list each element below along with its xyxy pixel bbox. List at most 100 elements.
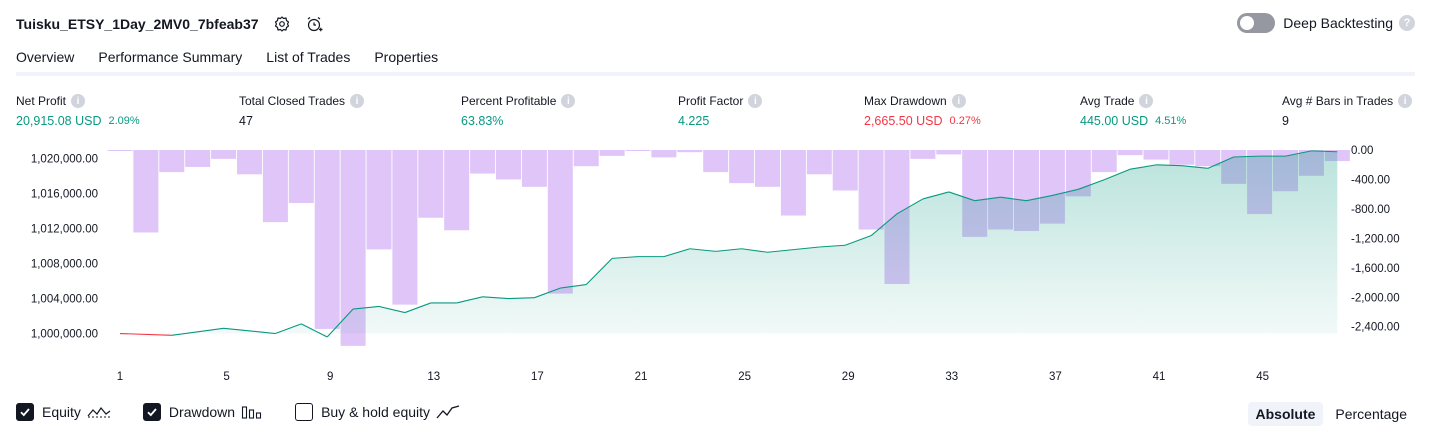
metric-avg-bars: Avg # Bars in Trades i 9 xyxy=(1282,92,1413,130)
metric-value: 9 xyxy=(1282,114,1289,128)
drawdown-bar xyxy=(1195,150,1221,167)
drawdown-bar xyxy=(1091,150,1117,173)
equity-line-segment xyxy=(378,305,406,314)
x-axis-tick: 13 xyxy=(427,371,440,383)
tabs-divider xyxy=(16,72,1415,76)
info-icon[interactable]: i xyxy=(71,94,86,108)
drawdown-bar xyxy=(780,150,806,216)
equity-line-segment xyxy=(585,257,613,285)
alarm-clock-plus-icon[interactable] xyxy=(305,15,323,33)
checkbox-checked-icon[interactable] xyxy=(142,403,161,421)
equity-line-segment xyxy=(1130,164,1157,170)
equity-line-segment xyxy=(353,305,380,310)
info-icon[interactable]: i xyxy=(1398,94,1413,108)
equity-line-icon xyxy=(87,404,111,420)
x-axis-tick: 29 xyxy=(842,371,855,383)
absolute-button[interactable]: Absolute xyxy=(1247,402,1324,426)
checkbox-checked-icon[interactable] xyxy=(16,403,34,421)
right-axis-tick: -1,600.00 xyxy=(1351,263,1400,275)
help-icon[interactable]: ? xyxy=(1399,15,1415,31)
info-icon[interactable]: i xyxy=(561,94,576,108)
equity-line-segment xyxy=(974,196,1001,202)
x-axis-tick: 5 xyxy=(223,371,229,383)
right-axis-tick: -800.00 xyxy=(1351,204,1390,216)
legend-equity[interactable]: Equity xyxy=(16,403,111,421)
metrics-row: Net Profit i 20,915.08 USD 2.09% Total Clo… xyxy=(0,92,1431,132)
metric-label: Profit Factor xyxy=(678,94,744,108)
metric-value: 47 xyxy=(239,114,253,128)
metric-label: Avg # Bars in Trades xyxy=(1282,94,1394,108)
drawdown-bar xyxy=(547,150,573,294)
equity-line-segment xyxy=(534,287,561,299)
drawdown-bar xyxy=(1143,150,1169,160)
left-axis-tick: 1,012,000.00 xyxy=(31,224,98,236)
info-icon[interactable]: i xyxy=(1139,94,1154,108)
x-axis-tick: 17 xyxy=(531,371,544,383)
tab-list-of-trades[interactable]: List of Trades xyxy=(266,49,351,65)
drawdown-bar xyxy=(288,150,314,204)
info-icon[interactable]: i xyxy=(350,94,365,108)
equity-drawdown-chart[interactable]: 1,020,000.00 1,016,000.00 1,012,000.00 1,00… xyxy=(0,140,1431,396)
tab-performance-summary[interactable]: Performance Summary xyxy=(98,49,243,65)
equity-line-segment xyxy=(663,248,690,258)
x-axis-tick: 25 xyxy=(738,371,751,383)
drawdown-bar xyxy=(1117,150,1143,156)
left-axis-tick: 1,016,000.00 xyxy=(31,189,98,201)
drawdown-bar xyxy=(1169,150,1195,165)
percentage-button[interactable]: Percentage xyxy=(1335,406,1407,422)
left-axis-tick: 1,004,000.00 xyxy=(31,294,98,306)
drawdown-bar xyxy=(521,150,547,187)
equity-line-segment xyxy=(301,323,328,338)
toggle-knob xyxy=(1240,16,1255,30)
equity-line-segment xyxy=(1285,150,1312,157)
tab-overview[interactable]: Overview xyxy=(16,44,75,75)
equity-line-segment xyxy=(508,297,535,300)
metric-value: 63.83% xyxy=(461,114,504,128)
drawdown-bar xyxy=(832,150,858,191)
drawdown-bar xyxy=(185,150,211,167)
metric-avg-trade: Avg Trade i 445.00 USD 4.51% xyxy=(1080,92,1186,130)
deep-backtesting-toggle[interactable] xyxy=(1237,13,1276,33)
equity-line-segment xyxy=(404,302,431,314)
info-icon[interactable]: i xyxy=(748,94,763,108)
left-axis-tick: 1,008,000.00 xyxy=(31,259,98,271)
equity-line-segment xyxy=(715,248,742,252)
equity-line-segment xyxy=(948,191,975,202)
drawdown-bars-icon xyxy=(241,404,263,420)
drawdown-bar xyxy=(418,150,444,218)
right-axis-tick: -2,000.00 xyxy=(1351,292,1400,304)
info-icon[interactable]: i xyxy=(951,94,966,108)
equity-line-segment xyxy=(560,284,587,289)
drawdown-bar xyxy=(262,150,288,223)
drawdown-bar xyxy=(625,150,651,151)
equity-line-segment xyxy=(1311,150,1338,153)
metric-percent-profitable: Percent Profitable i 63.83% xyxy=(461,92,576,130)
checkbox-unchecked-icon[interactable] xyxy=(295,403,314,421)
drawdown-bar xyxy=(599,150,625,156)
drawdown-bar xyxy=(806,150,832,175)
legend-buy-hold[interactable]: Buy & hold equity xyxy=(295,403,460,421)
equity-line-segment xyxy=(767,249,794,253)
scale-switch: Absolute Percentage xyxy=(1244,402,1416,426)
equity-line-segment xyxy=(612,256,639,259)
equity-line-segment xyxy=(793,246,820,251)
equity-line-segment xyxy=(1155,164,1182,167)
equity-line-segment xyxy=(482,296,509,300)
deep-backtesting: Deep Backtesting ? xyxy=(1237,13,1415,33)
drawdown-bar xyxy=(936,150,962,155)
gear-icon[interactable] xyxy=(273,15,291,33)
x-axis-tick: 41 xyxy=(1153,371,1166,383)
drawdown-bar xyxy=(573,150,599,167)
drawdown-bar xyxy=(107,150,133,151)
equity-line-segment xyxy=(456,296,483,304)
equity-line-segment xyxy=(922,191,949,200)
legend-drawdown[interactable]: Drawdown xyxy=(142,403,263,421)
metric-percent: 2.09% xyxy=(108,115,140,127)
equity-line-segment xyxy=(845,235,872,246)
metric-percent: 0.27% xyxy=(949,115,981,127)
tab-properties[interactable]: Properties xyxy=(374,49,439,65)
metric-profit-factor: Profit Factor i 4.225 xyxy=(678,92,763,130)
metric-label: Avg Trade xyxy=(1080,94,1135,108)
x-axis-tick: 33 xyxy=(945,371,958,383)
equity-line-segment xyxy=(1000,196,1027,202)
